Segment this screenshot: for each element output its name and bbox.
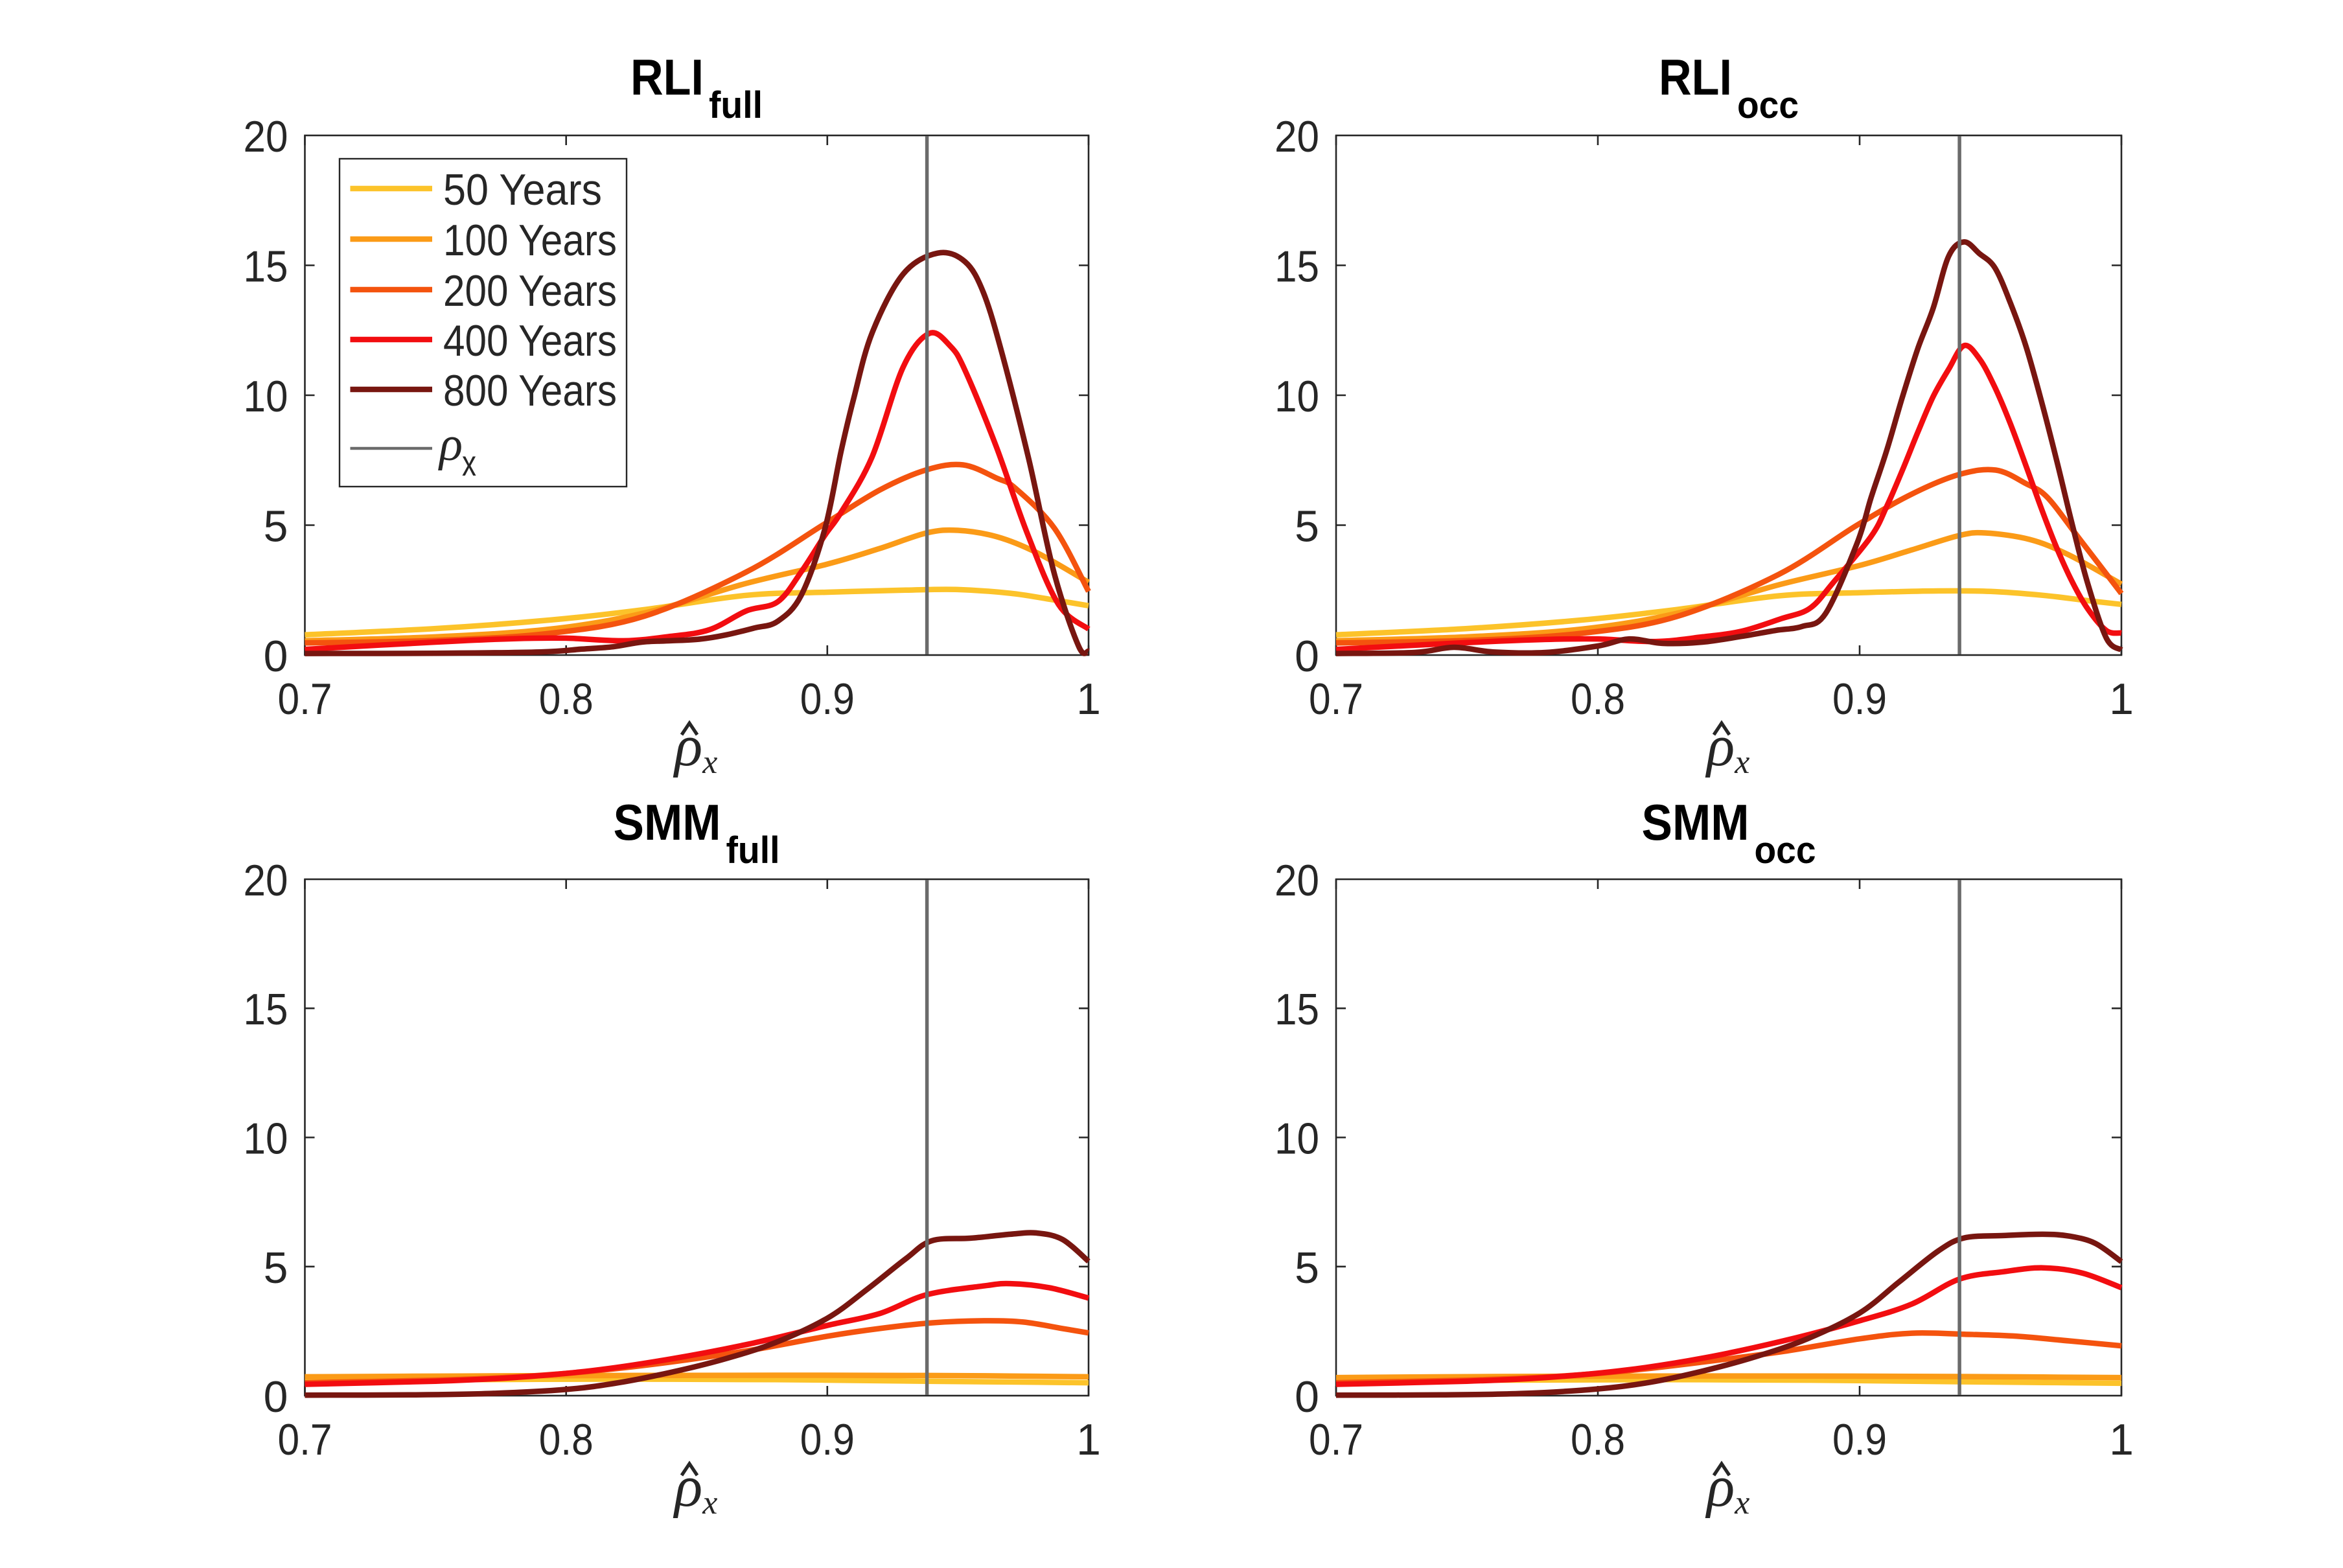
svg-text:0.7: 0.7 bbox=[278, 1415, 332, 1464]
svg-text:occ: occ bbox=[1737, 84, 1799, 126]
svg-text:15: 15 bbox=[244, 985, 288, 1034]
svg-text:0: 0 bbox=[264, 1372, 288, 1422]
svg-text:20: 20 bbox=[1275, 112, 1319, 161]
svg-text:10: 10 bbox=[1275, 372, 1319, 421]
svg-text:0: 0 bbox=[264, 632, 288, 681]
svg-text:0.9: 0.9 bbox=[800, 674, 855, 724]
svg-text:20: 20 bbox=[244, 856, 288, 905]
svg-text:10: 10 bbox=[244, 1114, 288, 1164]
svg-text:RLI: RLI bbox=[630, 49, 704, 106]
svg-text:15: 15 bbox=[244, 242, 288, 292]
svg-text:800 Years: 800 Years bbox=[443, 366, 617, 415]
svg-text:occ: occ bbox=[1755, 829, 1816, 871]
svg-text:0.9: 0.9 bbox=[1832, 1415, 1887, 1464]
svg-text:0.9: 0.9 bbox=[800, 1415, 855, 1464]
svg-text:1: 1 bbox=[2109, 674, 2134, 724]
svg-text:5: 5 bbox=[1295, 1243, 1319, 1293]
svg-text:50 Years: 50 Years bbox=[443, 165, 602, 214]
svg-text:0.7: 0.7 bbox=[1309, 1415, 1363, 1464]
svg-text:5: 5 bbox=[264, 502, 288, 551]
svg-text:full: full bbox=[726, 829, 780, 871]
svg-text:400 Years: 400 Years bbox=[443, 316, 617, 365]
svg-text:x: x bbox=[462, 443, 476, 483]
svg-text:SMM: SMM bbox=[614, 794, 721, 851]
svg-text:0.8: 0.8 bbox=[539, 1415, 594, 1464]
svg-text:15: 15 bbox=[1275, 242, 1319, 292]
svg-text:5: 5 bbox=[1295, 502, 1319, 551]
svg-text:0: 0 bbox=[1295, 632, 1319, 681]
svg-text:1: 1 bbox=[1076, 674, 1101, 724]
svg-text:1: 1 bbox=[1076, 1415, 1101, 1464]
svg-text:10: 10 bbox=[244, 372, 288, 421]
svg-text:0.7: 0.7 bbox=[1309, 674, 1363, 724]
svg-text:5: 5 bbox=[264, 1243, 288, 1293]
svg-text:100 Years: 100 Years bbox=[443, 216, 617, 265]
svg-text:0.7: 0.7 bbox=[278, 674, 332, 724]
svg-text:ρx: ρx bbox=[673, 714, 717, 781]
svg-text:15: 15 bbox=[1275, 985, 1319, 1034]
svg-text:0.8: 0.8 bbox=[1571, 1415, 1625, 1464]
svg-text:0.8: 0.8 bbox=[1571, 674, 1625, 724]
svg-text:SMM: SMM bbox=[1642, 794, 1749, 851]
svg-text:20: 20 bbox=[1275, 856, 1319, 905]
svg-text:0.8: 0.8 bbox=[539, 674, 594, 724]
svg-text:10: 10 bbox=[1275, 1114, 1319, 1164]
svg-text:200 Years: 200 Years bbox=[443, 266, 617, 316]
svg-text:0: 0 bbox=[1295, 1372, 1319, 1422]
svg-text:full: full bbox=[709, 84, 763, 126]
svg-text:1: 1 bbox=[2109, 1415, 2134, 1464]
svg-text:ρ: ρ bbox=[438, 417, 463, 471]
svg-text:0.9: 0.9 bbox=[1832, 674, 1887, 724]
svg-text:20: 20 bbox=[244, 112, 288, 161]
svg-text:RLI: RLI bbox=[1659, 49, 1732, 106]
